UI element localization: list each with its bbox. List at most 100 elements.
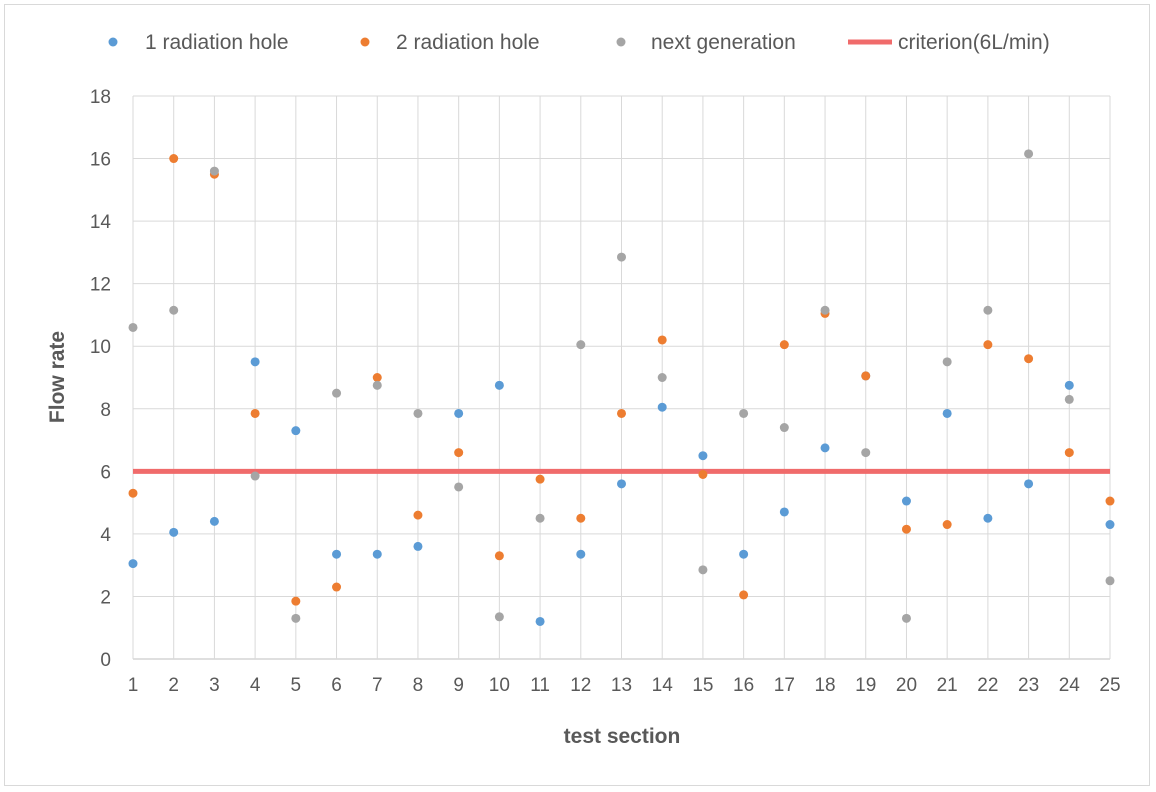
x-tick-label: 5 <box>291 675 302 696</box>
x-tick-label: 14 <box>652 675 674 696</box>
point-series-3 <box>128 322 138 332</box>
y-tick-label: 16 <box>90 150 111 171</box>
x-tick-label: 18 <box>814 675 835 696</box>
point-series-1 <box>901 496 911 506</box>
point-series-2 <box>169 154 179 164</box>
x-tick-label: 8 <box>413 675 424 696</box>
point-series-3 <box>1105 576 1115 586</box>
x-tick-label: 4 <box>250 675 261 696</box>
point-series-3 <box>169 305 179 315</box>
point-series-3 <box>983 305 993 315</box>
x-axis-title: test section <box>564 725 681 748</box>
point-series-3 <box>657 373 667 382</box>
gridlines <box>132 95 1111 660</box>
point-series-1 <box>372 549 382 559</box>
point-series-2 <box>901 524 911 534</box>
point-series-1 <box>779 507 789 517</box>
point-series-1 <box>698 451 708 461</box>
point-series-1 <box>942 408 952 418</box>
point-series-2 <box>1105 496 1115 506</box>
point-series-3 <box>861 448 871 458</box>
x-tick-label: 17 <box>774 675 795 696</box>
point-series-2 <box>291 596 301 606</box>
legend-label-series-1: 1 radiation hole <box>145 31 289 54</box>
y-axis-title: Flow rate <box>46 331 69 423</box>
point-series-2 <box>1024 354 1034 364</box>
point-series-2 <box>372 373 382 382</box>
legend-marker-series-3 <box>616 37 626 47</box>
point-series-1 <box>291 426 301 436</box>
x-tick-label: 12 <box>570 675 591 696</box>
x-tick-label: 10 <box>489 675 510 696</box>
x-tick-label: 1 <box>128 675 139 696</box>
point-series-3 <box>332 388 342 398</box>
point-series-2 <box>454 448 464 458</box>
point-series-1 <box>657 402 667 412</box>
point-series-1 <box>494 380 504 390</box>
x-tick-label: 22 <box>977 675 998 696</box>
point-series-1 <box>1064 380 1074 390</box>
point-series-3 <box>1024 149 1034 159</box>
x-tick-label: 6 <box>331 675 342 696</box>
y-tick-label: 14 <box>90 212 112 233</box>
point-series-3 <box>617 252 626 262</box>
point-series-2 <box>413 510 423 520</box>
point-series-1 <box>1024 479 1034 489</box>
point-series-3 <box>291 613 301 623</box>
point-series-1 <box>128 559 138 569</box>
x-tick-label: 24 <box>1059 675 1081 696</box>
x-tick-label: 13 <box>611 675 632 696</box>
point-series-1 <box>983 513 993 523</box>
point-series-3 <box>413 408 423 418</box>
y-tick-label: 18 <box>90 87 111 108</box>
point-series-1 <box>1105 520 1115 530</box>
x-tick-label: 16 <box>733 675 754 696</box>
point-series-1 <box>535 616 545 626</box>
x-tick-label: 11 <box>530 675 550 696</box>
point-series-3 <box>1064 394 1074 404</box>
legend-marker-series-1 <box>108 37 118 47</box>
point-series-1 <box>169 527 179 537</box>
point-series-3 <box>698 565 708 575</box>
point-series-2 <box>983 340 993 350</box>
x-tick-label: 15 <box>692 675 713 696</box>
x-tick-label: 25 <box>1099 675 1120 696</box>
point-series-2 <box>535 474 545 484</box>
y-tick-label: 4 <box>100 525 111 546</box>
point-series-1 <box>209 516 219 526</box>
point-series-2 <box>739 590 749 600</box>
point-series-3 <box>942 357 952 367</box>
point-series-1 <box>617 479 626 489</box>
point-series-3 <box>209 166 219 176</box>
point-series-2 <box>698 469 708 479</box>
point-series-2 <box>250 408 260 418</box>
x-tick-label: 9 <box>453 675 464 696</box>
point-series-2 <box>657 335 667 345</box>
legend-label-series-2: 2 radiation hole <box>396 31 540 54</box>
y-tick-label: 8 <box>100 400 111 421</box>
point-series-1 <box>250 357 260 367</box>
point-series-3 <box>372 380 382 390</box>
point-series-1 <box>332 549 342 559</box>
point-series-3 <box>739 408 749 418</box>
point-series-1 <box>413 541 423 551</box>
point-series-3 <box>901 613 911 623</box>
point-series-2 <box>942 520 952 530</box>
point-series-2 <box>494 551 504 561</box>
x-tick-label: 19 <box>855 675 876 696</box>
point-series-1 <box>454 408 464 418</box>
point-series-2 <box>779 340 789 350</box>
y-tick-label: 2 <box>100 587 111 608</box>
point-series-3 <box>494 612 504 622</box>
point-series-2 <box>861 371 871 381</box>
point-series-3 <box>820 305 830 315</box>
x-tick-label: 7 <box>372 675 383 696</box>
y-tick-label: 12 <box>90 275 111 296</box>
legend-marker-series-2 <box>360 37 370 47</box>
y-tick-label: 6 <box>100 462 111 483</box>
x-tick-label: 20 <box>896 675 917 696</box>
legend-label-criterion: criterion(6L/min) <box>898 31 1050 54</box>
point-series-1 <box>820 443 830 453</box>
